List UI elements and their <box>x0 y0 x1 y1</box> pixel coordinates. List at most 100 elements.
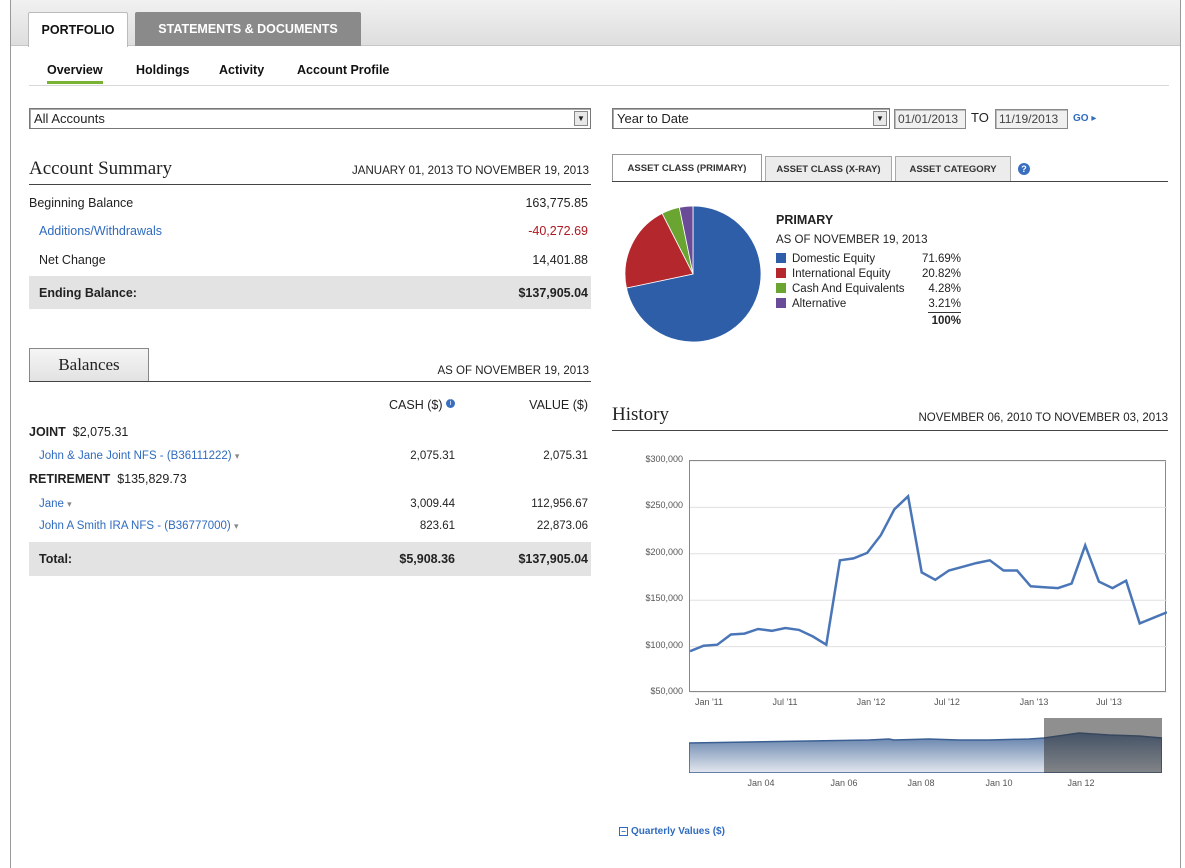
chevron-down-icon[interactable]: ▼ <box>574 111 588 126</box>
chevron-down-icon[interactable]: ▾ <box>67 499 72 509</box>
x-tick-label: Jul '12 <box>934 697 960 707</box>
total-cash: $5,908.36 <box>399 552 455 566</box>
collapse-icon[interactable]: − <box>619 827 628 836</box>
y-tick-label: $200,000 <box>645 546 683 557</box>
joint-total: $2,075.31 <box>72 425 129 439</box>
chevron-down-icon[interactable]: ▾ <box>233 521 239 531</box>
tab-asset-class-xray[interactable]: ASSET CLASS (X-RAY) <box>765 156 892 182</box>
joint-account-link[interactable]: John & Jane Joint NFS - (B36111222) ▾ <box>39 450 239 462</box>
accounts-select-value: All Accounts <box>34 111 105 126</box>
subnav-holdings[interactable]: Holdings <box>136 63 190 77</box>
tab-asset-category[interactable]: ASSET CATEGORY <box>895 156 1011 182</box>
navigator-tick-label: Jan 12 <box>1067 778 1095 788</box>
page-frame: PORTFOLIO STATEMENTS & DOCUMENTS Overvie… <box>10 0 1181 868</box>
y-tick-label: $100,000 <box>645 639 683 650</box>
legend-value: 3.21% <box>928 297 961 313</box>
pie-slice-international-equity[interactable] <box>624 212 694 289</box>
jane-cash: 3,009.44 <box>410 498 455 510</box>
beginning-balance-value: 163,775.85 <box>525 196 588 210</box>
subnav-account-profile[interactable]: Account Profile <box>297 63 390 77</box>
x-tick-label: Jan '13 <box>1019 697 1049 707</box>
history-series-line <box>689 493 1168 653</box>
pie-slice-alternative[interactable] <box>678 205 694 275</box>
joint-account-name: John & Jane Joint NFS - (B36111222) <box>39 450 232 462</box>
help-icon[interactable]: ? <box>1018 163 1030 175</box>
period-select-value: Year to Date <box>617 111 689 126</box>
legend-item-international-equity: International Equity 20.82% <box>776 267 961 282</box>
x-tick-label: Jul '13 <box>1096 697 1122 707</box>
divider <box>612 430 1168 431</box>
joint-value: 2,075.31 <box>543 450 588 462</box>
total-row <box>29 542 591 576</box>
info-icon[interactable]: i <box>446 399 455 408</box>
legend-swatch <box>776 268 786 278</box>
tab-statements-documents[interactable]: STATEMENTS & DOCUMENTS <box>135 12 361 46</box>
navigator-tick-label: Jan 04 <box>747 778 775 788</box>
legend-value: 20.82% <box>921 268 961 280</box>
x-tick-label: Jan '11 <box>694 697 724 707</box>
ira-account-name: John A Smith IRA NFS - (B36777000) <box>39 520 231 532</box>
legend-swatch <box>776 253 786 263</box>
y-tick-label: $50,000 <box>650 686 683 696</box>
subnav-overview[interactable]: Overview <box>47 63 103 84</box>
legend-item-domestic-equity: Domestic Equity 71.69% <box>776 252 961 267</box>
y-tick-label: $250,000 <box>645 500 683 511</box>
legend-swatch <box>776 283 786 293</box>
jane-account-name: Jane <box>39 498 64 510</box>
retirement-group: RETIREMENT $135,829.73 <box>29 472 187 486</box>
cash-column-header: CASH ($) i <box>351 398 455 412</box>
end-date-input[interactable]: 11/19/2013 <box>995 109 1068 129</box>
accounts-select[interactable]: All Accounts ▼ <box>29 108 591 129</box>
to-label: TO <box>971 110 989 125</box>
total-value: $137,905.04 <box>518 552 588 566</box>
allocation-total: 100% <box>931 315 961 327</box>
start-date-input[interactable]: 01/01/2013 <box>894 109 966 129</box>
pie-slice-domestic-equity[interactable] <box>625 205 762 343</box>
beginning-balance-label: Beginning Balance <box>29 196 134 210</box>
navigator-tick-label: Jan 08 <box>907 778 935 788</box>
subnav-activity[interactable]: Activity <box>219 63 265 77</box>
legend-value: 4.28% <box>928 283 961 295</box>
allocation-as-of: AS OF NOVEMBER 19, 2013 <box>776 234 928 246</box>
period-select[interactable]: Year to Date ▼ <box>612 108 890 129</box>
value-column-header: VALUE ($) <box>529 398 588 412</box>
history-range: NOVEMBER 06, 2010 TO NOVEMBER 03, 2013 <box>918 412 1169 424</box>
joint-label: JOINT <box>29 425 66 439</box>
history-navigator[interactable] <box>688 718 1163 774</box>
chevron-down-icon[interactable]: ▾ <box>234 451 240 461</box>
additions-withdrawals-value: -40,272.69 <box>528 224 588 238</box>
net-change-value: 14,401.88 <box>532 253 588 267</box>
history-title: History <box>612 404 669 425</box>
go-button[interactable]: GO ▸ <box>1073 113 1097 124</box>
top-tab-bar: PORTFOLIO STATEMENTS & DOCUMENTS <box>11 0 1180 47</box>
additions-withdrawals-link[interactable]: Additions/Withdrawals <box>39 224 162 238</box>
balances-tab[interactable]: Balances <box>29 348 149 381</box>
quarterly-values-label: Quarterly Values ($) <box>631 826 725 837</box>
navigator-tick-label: Jan 10 <box>985 778 1013 788</box>
legend-label: Domestic Equity <box>792 253 876 265</box>
allocation-pie-chart <box>624 205 762 343</box>
ira-account-link[interactable]: John A Smith IRA NFS - (B36777000) ▾ <box>39 520 239 532</box>
navigator-plot <box>688 718 1163 774</box>
tab-portfolio[interactable]: PORTFOLIO <box>28 12 128 47</box>
allocation-title: PRIMARY <box>776 213 834 227</box>
x-tick-label: Jul '11 <box>772 697 798 707</box>
legend-label: Alternative <box>792 298 847 310</box>
history-chart <box>689 460 1168 694</box>
net-change-label: Net Change <box>39 253 106 267</box>
y-tick-label: $300,000 <box>645 454 683 464</box>
divider <box>29 381 591 382</box>
cash-column-label: CASH ($) <box>389 398 443 412</box>
navigator-selection[interactable] <box>1044 718 1162 773</box>
tab-asset-class-primary[interactable]: ASSET CLASS (PRIMARY) <box>612 154 762 182</box>
total-label: Total: <box>39 552 73 566</box>
balances-as-of: AS OF NOVEMBER 19, 2013 <box>437 365 589 377</box>
quarterly-values-toggle[interactable]: − Quarterly Values ($) <box>619 826 725 837</box>
divider <box>29 184 591 185</box>
jane-account-link[interactable]: Jane ▾ <box>39 498 72 510</box>
jane-value: 112,956.67 <box>531 498 588 510</box>
history-chart-plot <box>689 460 1168 694</box>
joint-group: JOINT $2,075.31 <box>29 425 128 439</box>
allocation-legend: Domestic Equity 71.69% International Equ… <box>776 252 961 329</box>
chevron-down-icon[interactable]: ▼ <box>873 111 887 126</box>
